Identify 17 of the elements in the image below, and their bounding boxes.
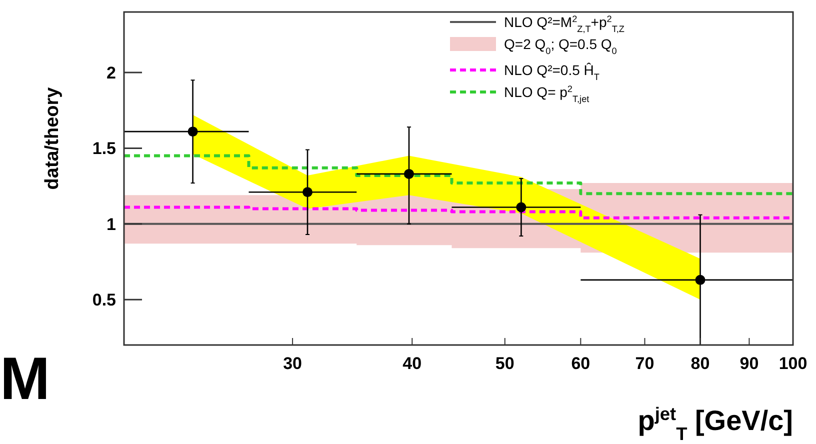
legend-label: NLO Q²=0.5 Ĥ$_{T}$	[504, 62, 600, 82]
x-tick-label: 90	[740, 354, 759, 373]
x-tick-label: 60	[571, 354, 590, 373]
x-tick-label: 80	[690, 354, 710, 373]
y-axis-title: data/theory	[42, 86, 63, 190]
x-tick-label: 40	[402, 354, 422, 373]
x-axis-title: p$^{jet}$$_{T}$ [GeV/c]	[638, 404, 793, 444]
x-tick-label: 100	[778, 354, 808, 373]
text: M	[0, 345, 50, 412]
x-tick-label: 70	[635, 354, 654, 373]
y-tick-label: 1	[106, 214, 116, 234]
x-tick-label: 30	[283, 354, 302, 373]
annotation: Q=2 Q$_{0}$; Q=0.5 Q$_{0}$	[504, 36, 617, 56]
y-tick-label: 0.5	[92, 290, 116, 310]
x-tick-label: 50	[495, 354, 514, 373]
y-tick-label: 2	[106, 63, 116, 82]
y-tick-label: 1.5	[92, 139, 116, 158]
